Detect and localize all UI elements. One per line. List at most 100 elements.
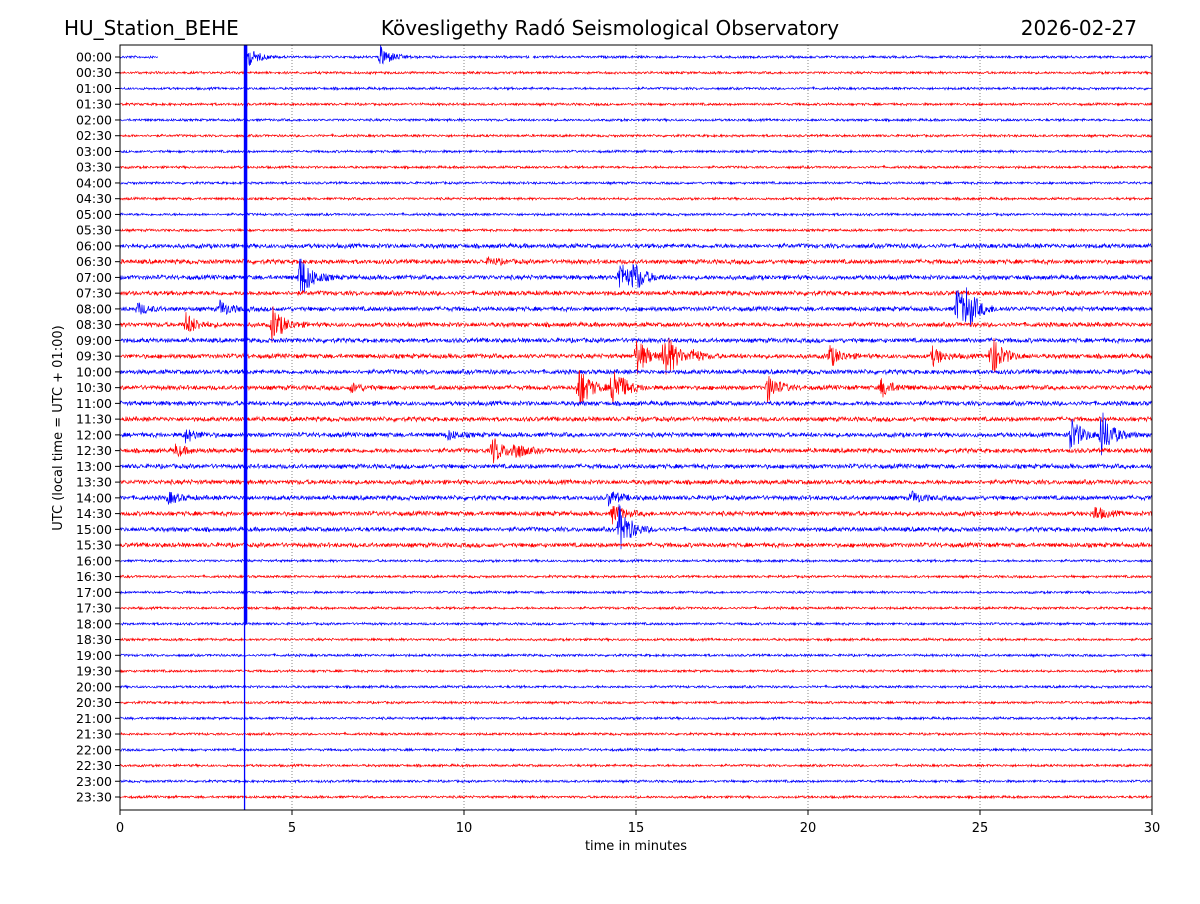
trace-1430 [119,505,1153,525]
trace-0300 [119,148,1153,155]
y-tick-label: 06:00 [76,238,112,253]
y-tick-label: 21:30 [76,727,112,742]
y-tick-label: 17:00 [76,585,112,600]
y-tick-label: 19:30 [76,664,112,679]
trace-0000 [243,44,530,66]
y-tick-label: 03:00 [76,144,112,159]
x-tick-label: 0 [116,821,124,836]
y-tick-label: 11:30 [76,412,112,427]
trace-1700 [119,589,1153,595]
trace-0600 [119,242,1153,250]
y-tick-label: 15:30 [76,538,112,553]
trace-1730 [119,605,1153,611]
trace-1200 [119,412,1153,456]
trace-0330 [119,164,1153,170]
trace-1500 [119,504,1153,550]
trace-0430 [119,196,1153,202]
y-tick-label: 12:00 [76,427,112,442]
trace-0230 [119,133,1153,139]
y-tick-label: 02:30 [76,128,112,143]
y-tick-label: 08:30 [76,317,112,332]
y-tick-label: 00:00 [76,50,112,65]
y-tick-label: 16:30 [76,569,112,584]
trace-1530 [119,541,1153,550]
y-tick-label: 22:00 [76,742,112,757]
y-tick-label: 19:00 [76,648,112,663]
plot-frame [119,44,1153,811]
trace-1600 [119,558,1153,564]
trace-0830 [119,306,1153,343]
trace-0700 [119,258,1153,293]
y-tick-label: 20:00 [76,679,112,694]
trace-1300 [119,462,1153,471]
trace-2130 [119,731,1153,737]
trace-0930 [119,338,1153,375]
x-tick-label: 15 [628,821,645,836]
y-tick-label: 10:30 [76,380,112,395]
y-tick-label: 06:30 [76,254,112,269]
trace-2030 [119,699,1153,706]
trace-0400 [119,180,1153,186]
x-tick-label: 30 [1144,821,1161,836]
y-tick-label: 23:00 [76,774,112,789]
y-tick-label: 18:00 [76,616,112,631]
trace-1330 [119,478,1153,486]
trace-0130 [119,101,1153,107]
y-tick-label: 23:30 [76,790,112,805]
y-tick-label: 09:00 [76,333,112,348]
trace-2000 [119,684,1153,690]
y-tick-label: 09:30 [76,349,112,364]
y-tick-label: 02:00 [76,112,112,127]
trace-1930 [119,668,1153,674]
y-tick-label: 08:00 [76,301,112,316]
y-axis-label: UTC (local time = UTC + 01:00) [51,325,66,530]
y-tick-label: 01:30 [76,97,112,112]
y-tick-label: 16:00 [76,553,112,568]
x-tick-label: 10 [456,821,473,836]
y-tick-label: 05:00 [76,207,112,222]
y-tick-label: 04:00 [76,175,112,190]
y-tick-label: 15:00 [76,522,112,537]
trace-0630 [119,256,1153,267]
y-tick-label: 13:00 [76,459,112,474]
trace-0000 [119,55,158,60]
date-title: 2026-02-27 [1021,16,1137,40]
x-tick-label: 25 [972,821,989,836]
trace-0000 [532,54,1153,60]
trace-2200 [119,747,1153,753]
trace-2100 [119,715,1153,721]
y-tick-label: 00:30 [76,65,112,80]
y-tick-label: 03:30 [76,160,112,175]
y-tick-label: 22:30 [76,758,112,773]
trace-2330 [119,794,1153,800]
trace-0530 [119,227,1153,233]
trace-1130 [119,415,1153,423]
trace-2300 [119,778,1153,784]
y-tick-label: 07:30 [76,286,112,301]
trace-0500 [119,211,1153,218]
trace-0100 [119,85,1153,92]
trace-1630 [119,573,1153,580]
y-tick-label: 04:30 [76,191,112,206]
x-tick-label: 20 [800,821,817,836]
y-tick-label: 21:00 [76,711,112,726]
trace-1030 [119,370,1153,405]
y-tick-label: 12:30 [76,443,112,458]
y-tick-label: 20:30 [76,695,112,710]
trace-1800 [119,621,1153,627]
trace-0800 [119,287,1153,327]
station-title: HU_Station_BEHE [64,16,239,40]
x-tick-label: 5 [288,821,296,836]
y-tick-label: 01:00 [76,81,112,96]
y-tick-label: 11:00 [76,396,112,411]
y-tick-label: 05:30 [76,223,112,238]
trace-1830 [119,637,1153,643]
trace-1000 [119,368,1153,376]
trace-0200 [119,117,1152,123]
trace-1230 [119,438,1153,464]
x-axis-label: time in minutes [585,839,687,854]
trace-0730 [119,289,1153,297]
trace-2230 [119,762,1153,769]
